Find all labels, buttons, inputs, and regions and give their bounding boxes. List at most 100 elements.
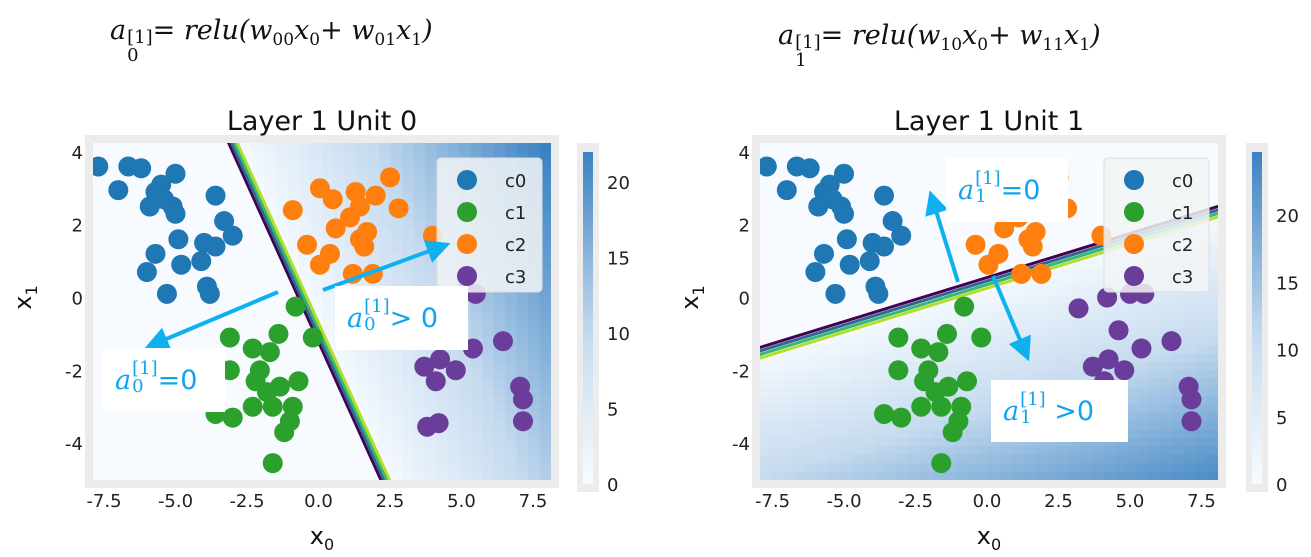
heatmap-cell [161, 412, 174, 422]
legend-label-c2: c2 [505, 235, 526, 256]
heatmap-cell [310, 210, 323, 220]
heatmap-cell [356, 463, 369, 473]
heatmap-cell [539, 395, 551, 405]
heatmap-cell [1137, 429, 1150, 439]
heatmap-cell [230, 277, 243, 287]
heatmap-cell [805, 244, 818, 254]
heatmap-cell [805, 345, 818, 355]
heatmap-cell [93, 277, 106, 287]
heatmap-cell [1046, 277, 1059, 287]
heatmap-cell [908, 193, 921, 203]
heatmap-cell [299, 353, 312, 363]
heatmap-cell [184, 319, 197, 329]
heatmap-cell [1092, 454, 1105, 464]
heatmap-cell [241, 303, 254, 313]
chart-title: Layer 1 Unit 1 [894, 106, 1084, 137]
heatmap-cell [1069, 328, 1082, 338]
heatmap-cell [528, 421, 541, 431]
heatmap-cell [828, 277, 841, 287]
heatmap-cell [1046, 143, 1059, 153]
heatmap-cell [1137, 404, 1150, 414]
heatmap-cell [1092, 159, 1105, 169]
heatmap-cell [310, 227, 323, 237]
heatmap-cell [1137, 437, 1150, 447]
point-c0 [191, 251, 212, 272]
heatmap-cell [1172, 404, 1185, 414]
heatmap-cell [493, 395, 506, 405]
heatmap-cell [459, 387, 472, 397]
heatmap-cell [447, 387, 460, 397]
heatmap-cell [528, 328, 541, 338]
heatmap-cell [1069, 185, 1082, 195]
heatmap-cell [817, 353, 830, 363]
heatmap-cell [93, 311, 106, 321]
heatmap-cell [817, 319, 830, 329]
heatmap-cell [805, 412, 818, 422]
heatmap-cell [299, 446, 312, 456]
heatmap-cell [115, 235, 128, 245]
heatmap-cell [794, 378, 807, 388]
heatmap-cell [413, 387, 426, 397]
heatmap-cell [356, 362, 369, 372]
heatmap-cell [897, 446, 910, 456]
heatmap-cell [253, 269, 266, 279]
heatmap-cell [390, 269, 403, 279]
heatmap-cell [173, 277, 186, 287]
heatmap-cell [184, 421, 197, 431]
heatmap-cell [874, 463, 887, 473]
heatmap-cell [196, 168, 209, 178]
heatmap-cell [264, 168, 277, 178]
heatmap-cell [150, 303, 163, 313]
heatmap-cell [447, 463, 460, 473]
heatmap-cell [173, 446, 186, 456]
heatmap-cell [828, 362, 841, 372]
heatmap-cell [1069, 244, 1082, 254]
heatmap-cell [93, 235, 106, 245]
heatmap-cell [1195, 446, 1208, 456]
heatmap-cell [805, 362, 818, 372]
heatmap-cell [104, 303, 117, 313]
heatmap-cell [851, 303, 864, 313]
heatmap-cell [207, 168, 220, 178]
heatmap-cell [276, 345, 289, 355]
heatmap-cell [344, 463, 357, 473]
heatmap-cell [310, 412, 323, 422]
heatmap-cell [459, 143, 472, 153]
heatmap-cell [840, 185, 853, 195]
heatmap-cell [908, 446, 921, 456]
heatmap-cell [1160, 421, 1173, 431]
chart-title: Layer 1 Unit 0 [227, 106, 417, 137]
heatmap-cell [402, 454, 415, 464]
heatmap-cell [1137, 328, 1150, 338]
heatmap-cell [482, 412, 495, 422]
heatmap-cell [390, 378, 403, 388]
heatmap-cell [138, 454, 151, 464]
heatmap-cell [115, 252, 128, 262]
heatmap-cell [1206, 387, 1218, 397]
heatmap-cell [897, 244, 910, 254]
heatmap-cell [104, 328, 117, 338]
heatmap-cell [138, 143, 151, 153]
heatmap-cell [367, 159, 380, 169]
heatmap-cell [885, 235, 898, 245]
legend-marker-c1 [457, 202, 477, 222]
heatmap-cell [1023, 353, 1036, 363]
heatmap-cell [1137, 370, 1150, 380]
heatmap-cell [333, 159, 346, 169]
heatmap-cell [931, 168, 944, 178]
heatmap-cell [322, 437, 335, 447]
heatmap-cell [425, 201, 438, 211]
heatmap-cell [966, 412, 979, 422]
heatmap-cell [127, 235, 140, 245]
heatmap-cell [390, 244, 403, 254]
heatmap-cell [379, 370, 392, 380]
heatmap-cell [989, 463, 1002, 473]
heatmap-cell [253, 168, 266, 178]
heatmap-cell [1069, 370, 1082, 380]
heatmap-cell [528, 151, 541, 161]
heatmap-cell [539, 227, 551, 237]
heatmap-cell [1206, 463, 1218, 473]
heatmap-cell [379, 454, 392, 464]
x-tick-label: -7.5 [86, 491, 121, 512]
heatmap-cell [989, 218, 1002, 228]
